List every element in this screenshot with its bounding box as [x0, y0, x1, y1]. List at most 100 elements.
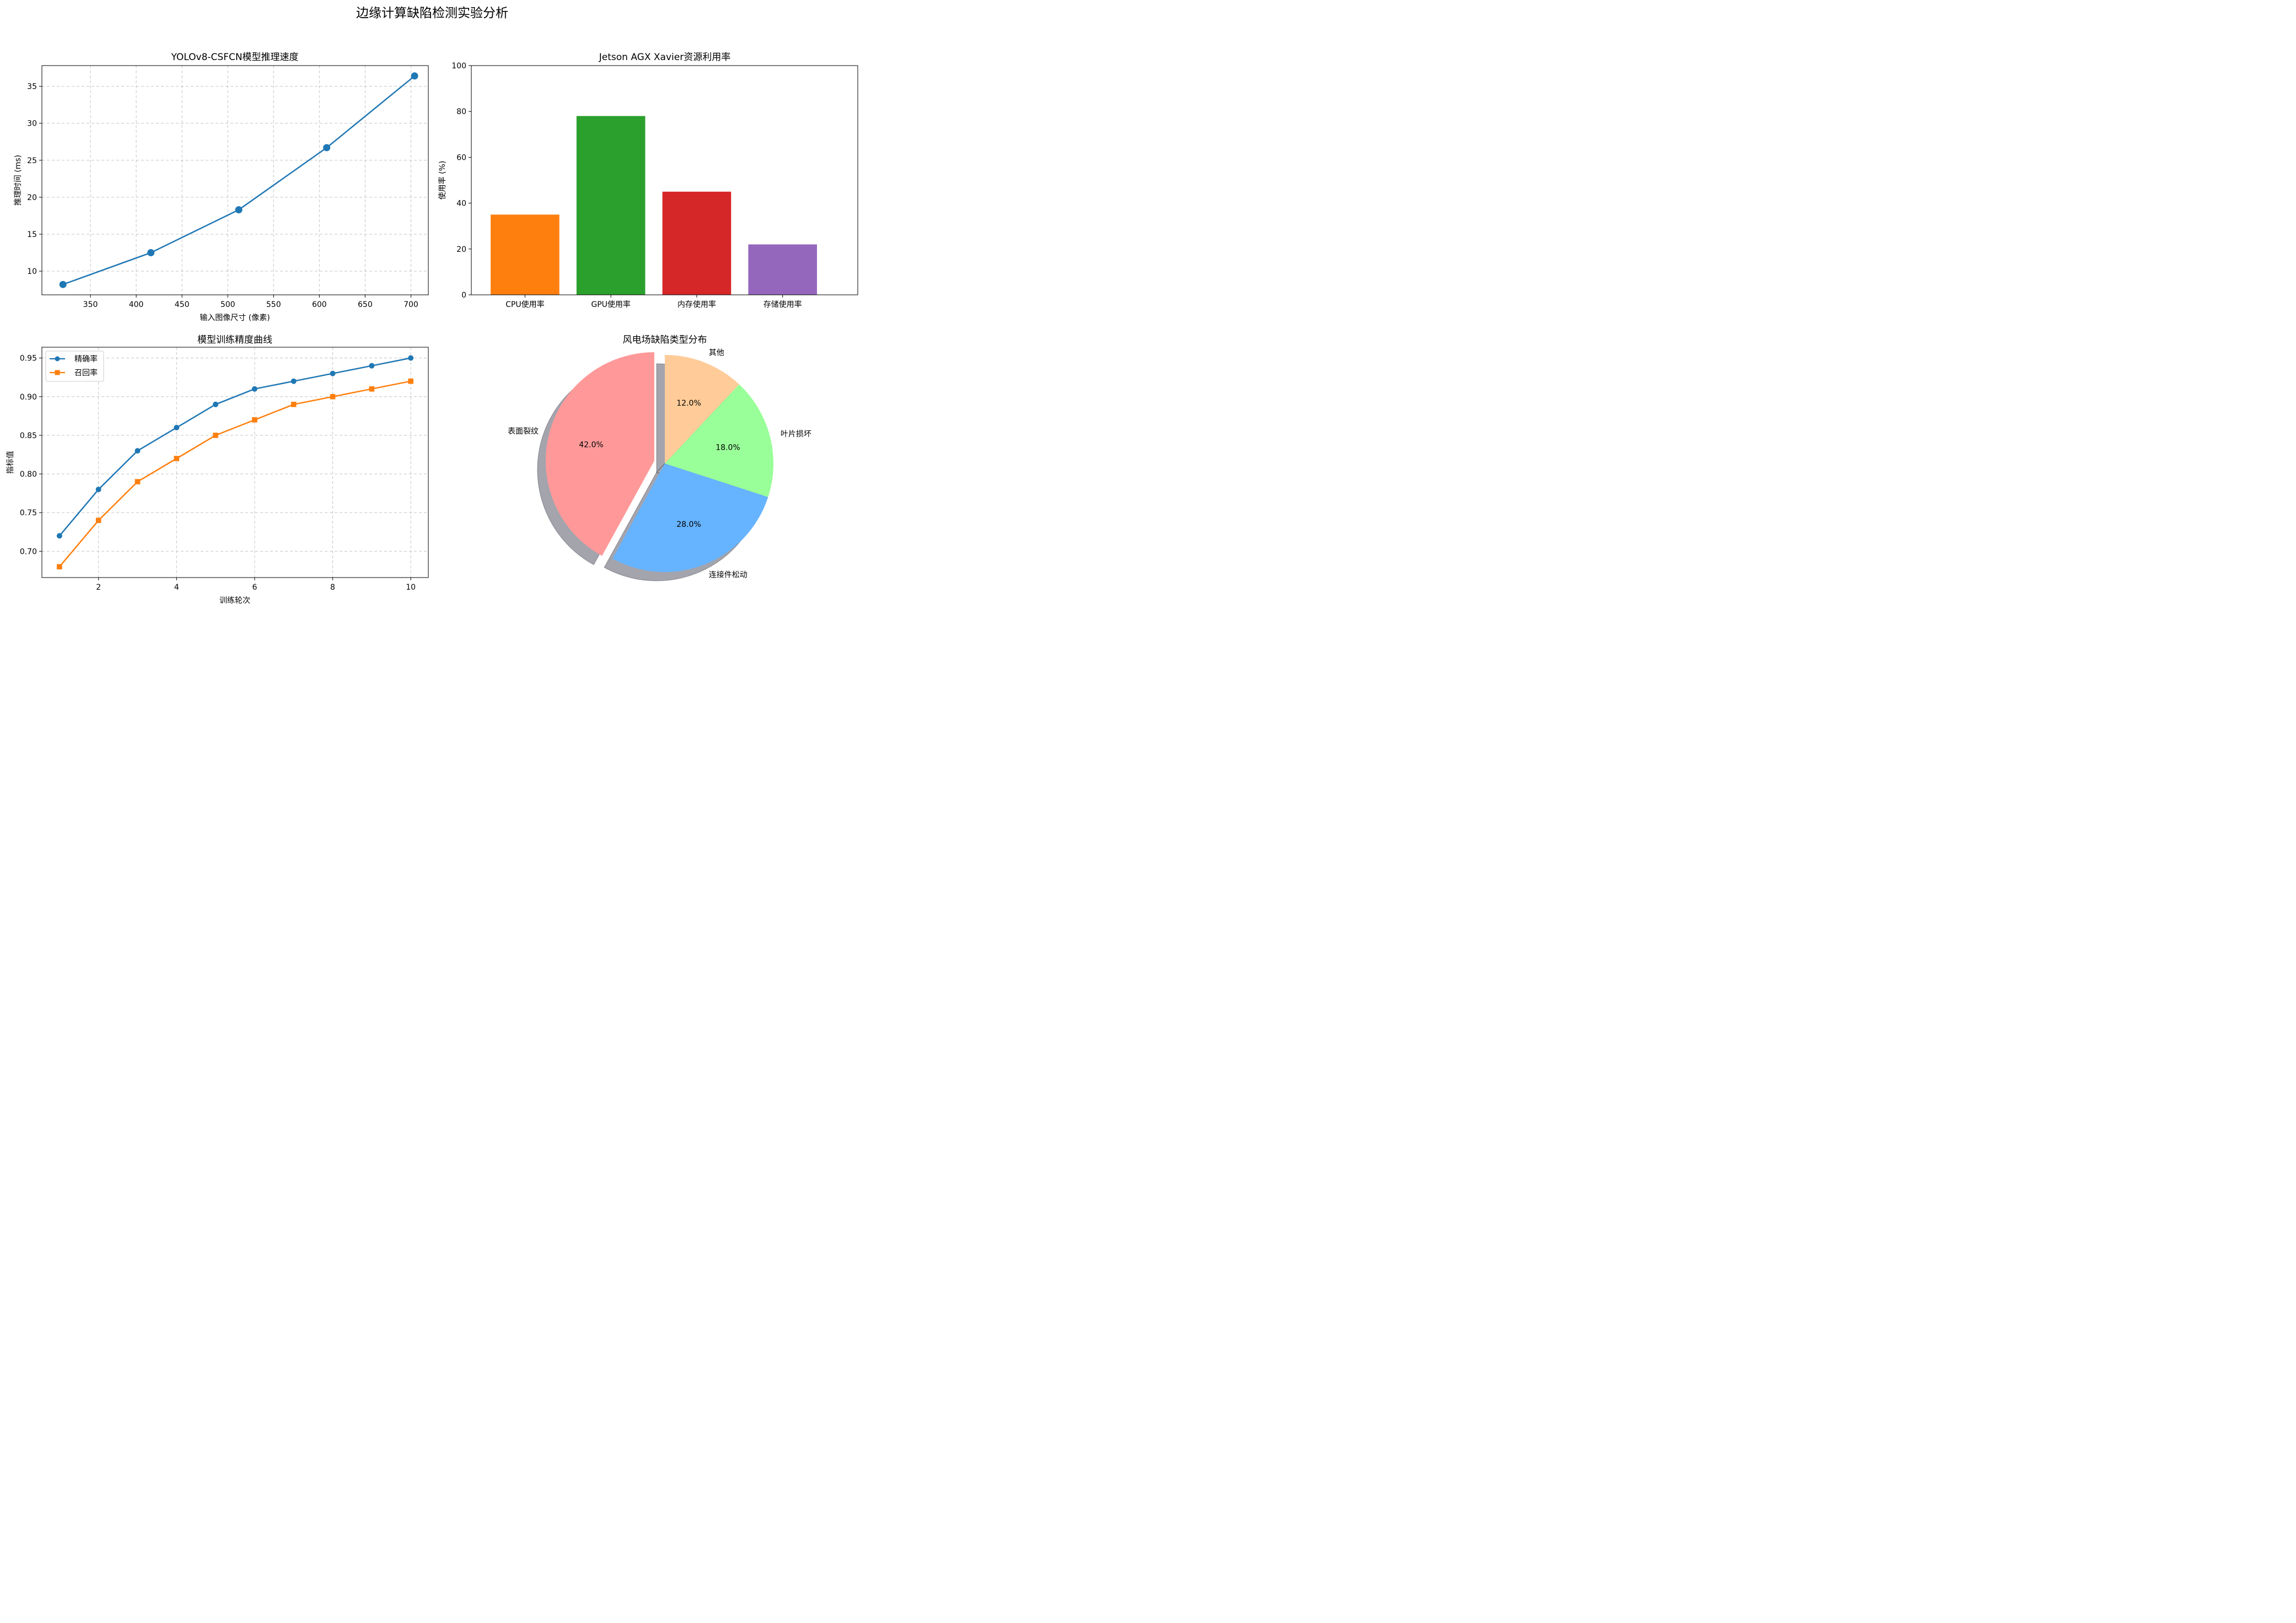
training-chart-legend: 精确率 召回率	[45, 351, 104, 382]
training-chart-ylabel: 指标值	[6, 451, 15, 474]
pie-percent-label: 28.0%	[676, 520, 701, 529]
data-point	[291, 401, 297, 407]
x-tick-label: 500	[221, 300, 235, 309]
data-point	[174, 424, 180, 430]
legend-label-recall: 召回率	[74, 368, 98, 378]
figure: 边缘计算缺陷检测实验分析 YOLOv8-CSFCN模型推理速度 输入图像尺寸 (…	[0, 0, 864, 611]
resource-chart-ylabel: 使用率 (%)	[438, 161, 447, 200]
pie-wedge	[612, 463, 768, 573]
pie-wedge	[545, 352, 654, 556]
data-point	[291, 378, 297, 384]
y-tick-label: 80	[456, 107, 466, 116]
training-chart-frame	[41, 347, 429, 578]
training-accuracy-chart: 模型训练精度曲线 训练轮次 指标值 2 4 6 8 10 0.70 0.75 0.80 0.85…	[6, 335, 429, 605]
y-tick-label: 0.70	[20, 547, 37, 556]
bar	[748, 244, 818, 295]
pie-wedge	[665, 354, 739, 463]
y-tick-label: 10	[27, 267, 37, 276]
y-tick-label: 35	[27, 83, 37, 91]
legend-marker-recall	[55, 370, 60, 375]
pie-category-label: 表面裂纹	[508, 427, 539, 436]
resource-chart-frame	[471, 65, 858, 295]
inference-chart-title: YOLOv8-CSFCN模型推理速度	[170, 52, 298, 63]
data-point	[408, 378, 413, 384]
x-tick-label: 350	[83, 300, 98, 309]
data-point	[57, 564, 62, 570]
x-tick-label: 600	[312, 300, 327, 309]
legend-marker-precision	[55, 356, 60, 362]
series-line-1	[58, 380, 411, 568]
y-tick-label: 0.75	[20, 509, 37, 517]
bar	[576, 116, 646, 295]
x-tick-label: 6	[252, 583, 257, 592]
data-point	[252, 417, 257, 423]
bar	[662, 191, 732, 295]
y-tick-label: 20	[27, 193, 37, 202]
defect-distribution-chart: 风电场缺陷类型分布 42.0% 表面裂纹 28.0% 连接件松动 18.0% 叶片损坏 12…	[508, 335, 811, 581]
training-chart-title: 模型训练精度曲线	[197, 335, 272, 346]
data-point	[95, 517, 101, 524]
data-point	[213, 401, 219, 407]
data-point	[135, 479, 141, 484]
training-chart-xlabel: 训练轮次	[219, 596, 250, 605]
data-point	[147, 249, 155, 257]
data-point	[135, 447, 141, 454]
x-tick-label: 内存使用率	[677, 300, 716, 309]
inference-chart-frame	[41, 65, 429, 295]
x-tick-label: GPU使用率	[591, 300, 631, 309]
data-point	[213, 433, 218, 438]
y-tick-label: 40	[456, 199, 466, 208]
y-tick-label: 0.85	[20, 432, 37, 440]
series-line-0	[58, 357, 411, 537]
inference-chart-ylabel: 推理时间 (ms)	[14, 155, 23, 206]
data-point	[174, 456, 180, 461]
pie-percent-label: 42.0%	[579, 441, 603, 450]
y-tick-label: 15	[27, 230, 37, 239]
x-tick-label: 450	[175, 300, 190, 309]
data-point	[56, 533, 62, 539]
x-tick-label: 存储使用率	[763, 300, 802, 309]
pie-category-label: 叶片损坏	[781, 430, 811, 439]
x-tick-label: 4	[174, 583, 179, 592]
data-point	[251, 386, 257, 392]
pie-category-label: 连接件松动	[709, 570, 748, 579]
legend-label-precision: 精确率	[74, 354, 98, 364]
data-point	[369, 363, 375, 369]
x-tick-label: 650	[358, 300, 373, 309]
y-tick-label: 0.90	[20, 393, 37, 402]
pie-percent-label: 18.0%	[716, 444, 740, 452]
pie-percent-label: 12.0%	[676, 399, 701, 408]
y-tick-label: 0.95	[20, 354, 37, 363]
x-tick-label: CPU使用率	[506, 300, 544, 309]
y-tick-label: 30	[27, 120, 37, 128]
pie-wedge	[665, 384, 773, 497]
data-point	[95, 487, 101, 493]
x-tick-label: 400	[129, 300, 144, 309]
inference-chart-xlabel: 输入图像尺寸 (像素)	[200, 314, 270, 322]
figure-suptitle: 边缘计算缺陷检测实验分析	[356, 6, 508, 20]
data-point	[408, 355, 414, 361]
data-point	[411, 72, 418, 80]
y-tick-label: 0	[461, 291, 466, 300]
data-point	[369, 386, 375, 392]
resource-chart-title: Jetson AGX Xavier资源利用率	[599, 52, 730, 63]
data-point	[59, 281, 67, 288]
data-point	[330, 370, 336, 376]
data-point	[330, 393, 336, 400]
y-tick-label: 100	[451, 62, 466, 71]
y-tick-label: 20	[456, 245, 466, 254]
y-tick-label: 60	[456, 153, 466, 162]
data-point	[235, 206, 243, 214]
y-tick-label: 0.80	[20, 470, 37, 479]
pie-chart-title: 风电场缺陷类型分布	[623, 335, 707, 346]
bar	[491, 214, 560, 295]
resource-usage-chart: Jetson AGX Xavier资源利用率 使用率 (%) 0 20 40 60 80…	[438, 52, 858, 309]
y-tick-label: 25	[27, 157, 37, 165]
inference-speed-chart: YOLOv8-CSFCN模型推理速度 输入图像尺寸 (像素) 推理时间 (ms)…	[14, 52, 429, 322]
x-tick-label: 700	[404, 300, 418, 309]
x-tick-label: 8	[330, 583, 335, 592]
pie-category-label: 其他	[709, 349, 724, 358]
x-tick-label: 550	[266, 300, 281, 309]
data-point	[323, 144, 331, 152]
x-tick-label: 2	[96, 583, 101, 592]
